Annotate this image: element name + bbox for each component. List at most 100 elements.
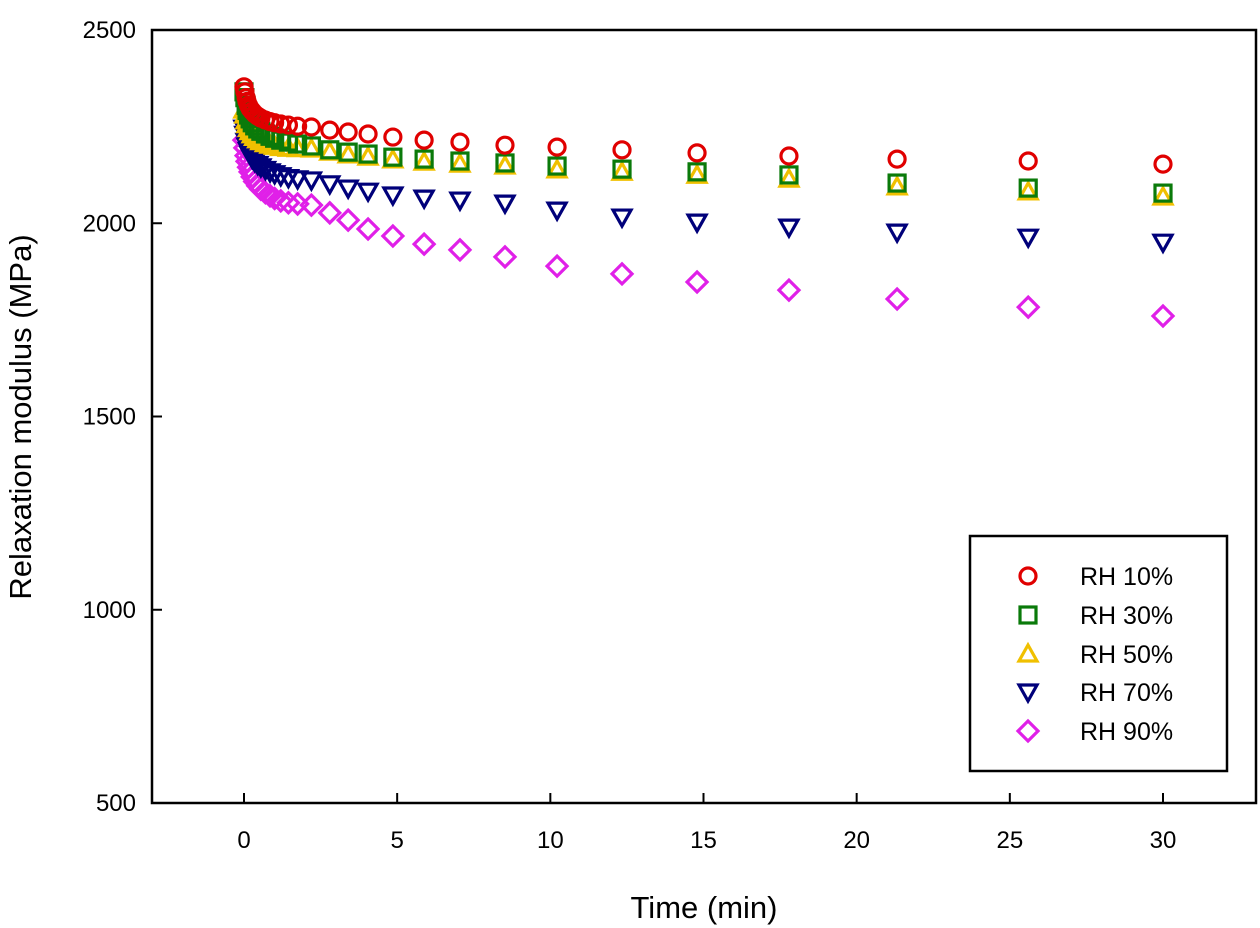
legend-label: RH 70%: [1080, 679, 1173, 707]
data-point: [268, 188, 294, 214]
data-point: [288, 116, 308, 136]
y-axis-title: Relaxation modulus (MPa): [3, 234, 38, 599]
data-point: [1018, 178, 1038, 198]
data-point: [1153, 154, 1173, 174]
legend-marker-diamond-icon: [1015, 718, 1041, 744]
data-point: [336, 142, 360, 164]
legend-marker-square-icon: [1018, 605, 1038, 625]
data-point: [492, 244, 518, 270]
data-point: [262, 186, 287, 211]
legend-label: RH 10%: [1080, 563, 1173, 591]
legend-label: RH 90%: [1080, 718, 1173, 746]
data-point: [278, 115, 299, 135]
data-point: [383, 127, 403, 147]
data-point: [448, 191, 472, 213]
legend-marker-triangle-down-icon: [1016, 683, 1040, 705]
y-tick-label: 2500: [83, 17, 136, 44]
series-rh-30-: [234, 82, 1173, 203]
legend: RH 10% RH 30% RH 50% RH 70% RH 90%: [968, 534, 1229, 773]
series-rh-70-: [232, 119, 1175, 255]
data-point: [779, 165, 799, 185]
data-point: [547, 137, 567, 157]
x-axis: 0 5 10 15 20 25 30: [237, 793, 1176, 854]
data-point: [335, 207, 361, 233]
x-tick-label: 30: [1150, 827, 1177, 854]
data-point: [612, 159, 632, 179]
data-point: [1151, 184, 1175, 206]
x-axis-title: Time (min): [631, 890, 778, 925]
data-point: [253, 160, 278, 182]
data-point: [612, 140, 632, 160]
y-tick-label: 1000: [83, 597, 136, 624]
data-point: [884, 286, 910, 312]
legend-label: RH 50%: [1080, 641, 1173, 669]
data-point: [685, 213, 709, 235]
data-point: [414, 149, 434, 169]
data-point: [262, 165, 287, 187]
data-point: [1016, 228, 1040, 250]
data-point: [684, 269, 710, 295]
data-point: [338, 142, 358, 162]
data-point: [412, 189, 436, 211]
data-point: [779, 146, 799, 166]
data-points: [231, 77, 1176, 329]
data-point: [450, 132, 470, 152]
data-point: [493, 194, 517, 216]
data-point: [1016, 179, 1040, 201]
data-point: [1153, 183, 1173, 203]
data-point: [447, 237, 473, 263]
data-point: [356, 144, 380, 166]
data-point: [544, 253, 570, 279]
data-point: [317, 200, 343, 226]
x-tick-label: 15: [690, 827, 717, 854]
data-point: [887, 173, 907, 193]
data-point: [1151, 233, 1175, 255]
data-point: [320, 120, 340, 140]
x-tick-label: 0: [237, 827, 250, 854]
data-point: [495, 153, 515, 173]
data-point: [885, 223, 909, 245]
data-point: [414, 130, 434, 150]
x-tick-label: 25: [996, 827, 1023, 854]
data-point: [276, 190, 301, 216]
data-point: [777, 166, 801, 188]
data-point: [355, 216, 381, 242]
data-point: [448, 151, 472, 173]
data-point: [320, 140, 340, 160]
y-tick-label: 2000: [83, 210, 136, 237]
data-point: [685, 163, 709, 184]
data-point: [495, 135, 515, 155]
data-point: [450, 151, 470, 171]
data-point: [318, 175, 342, 197]
data-point: [493, 153, 517, 175]
data-point: [336, 179, 360, 201]
data-point: [356, 182, 380, 204]
data-point: [381, 186, 405, 208]
data-point: [687, 162, 707, 182]
data-point: [1015, 294, 1041, 320]
data-point: [299, 171, 324, 193]
legend-box: [968, 534, 1229, 773]
data-point: [412, 149, 436, 171]
data-point: [383, 147, 403, 167]
legend-marker-circle-icon: [1018, 566, 1038, 586]
data-point: [301, 117, 321, 137]
data-point: [301, 136, 321, 156]
data-point: [380, 223, 406, 249]
data-point: [776, 277, 802, 303]
legend-marker-triangle-up-icon: [1016, 641, 1040, 663]
y-tick-label: 1500: [83, 404, 136, 431]
data-point: [610, 159, 634, 181]
data-point: [1150, 303, 1176, 329]
x-tick-label: 20: [843, 827, 870, 854]
data-point: [610, 208, 634, 230]
series-rh-10-: [234, 77, 1173, 174]
data-point: [381, 147, 405, 169]
y-axis: 500 1000 1500 2000 2500: [83, 17, 162, 817]
data-point: [885, 174, 909, 196]
data-point: [887, 149, 907, 169]
data-point: [687, 143, 707, 163]
x-tick-label: 10: [537, 827, 564, 854]
data-point: [545, 201, 569, 223]
